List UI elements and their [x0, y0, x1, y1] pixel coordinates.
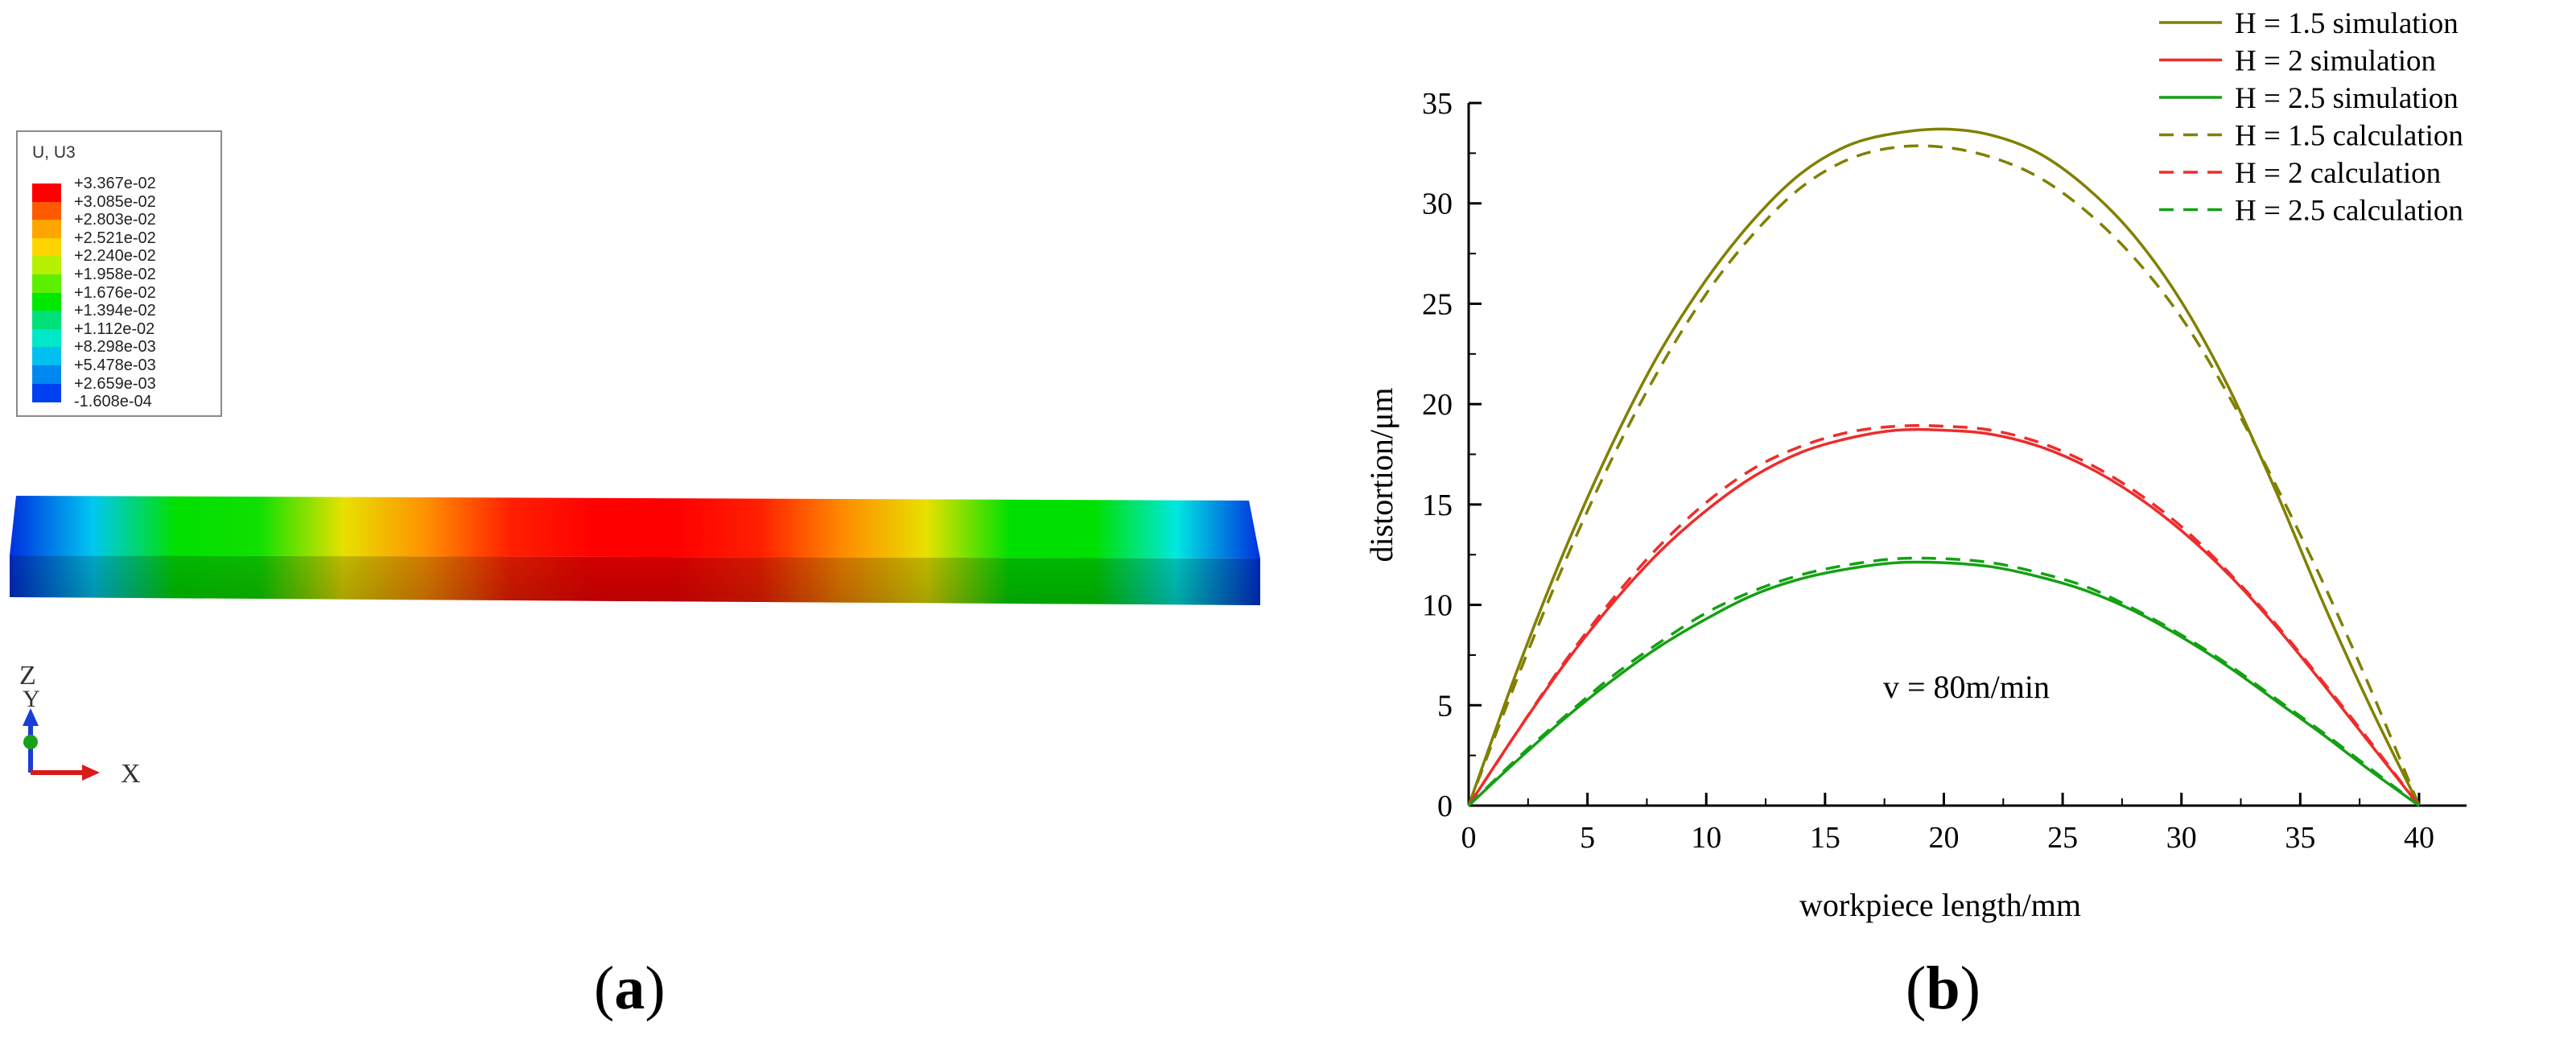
chart-legend: H = 1.5 simulation H = 2 simulation H = 2.…: [2159, 7, 2463, 228]
x-tick-label: 30: [2166, 821, 2197, 855]
x-tick-label: 35: [2285, 821, 2315, 855]
contour-swatch: [32, 292, 61, 311]
contour-tick-label: -1.608e-04: [74, 393, 152, 411]
contour-swatch: [32, 365, 61, 385]
y-tick-label: 30: [1422, 188, 1453, 221]
y-tick-label: 20: [1422, 388, 1453, 422]
x-tick-label: 5: [1580, 821, 1595, 855]
contour-tick-label: +2.803e-02: [74, 211, 156, 229]
series-line-3: [1467, 144, 2421, 806]
y-tick-label: 35: [1422, 87, 1453, 121]
contour-swatch: [32, 201, 61, 221]
contour-swatch: [32, 237, 61, 257]
x-axis-title: workpiece length/mm: [1799, 887, 2081, 923]
y-tick-label: 10: [1422, 589, 1453, 623]
contour-tick-label: +1.958e-02: [74, 266, 156, 283]
legend-label-1: H = 2 simulation: [2235, 45, 2436, 78]
contour-tick-label: +2.521e-02: [74, 229, 156, 247]
y-tick-label: 5: [1437, 689, 1453, 723]
contour-swatch: [32, 220, 61, 239]
workpiece-bar: [10, 496, 1260, 605]
legend-label-5: H = 2.5 calculation: [2235, 195, 2463, 228]
contour-swatch: [32, 183, 61, 203]
chart-axes: 0 5 10 15 20 25 30 35 40 0 5 10 15 20 25 30 35: [1422, 87, 2467, 855]
x-tick-label: 0: [1461, 821, 1477, 855]
y-axis-dot-icon: [23, 735, 38, 749]
axis-label-z: Z: [19, 661, 36, 691]
panel-label-b: (b): [1906, 954, 1980, 1022]
chart-series: [1467, 127, 2421, 807]
z-arrow-icon: [23, 708, 39, 726]
x-tick-label: 20: [1928, 821, 1959, 855]
contour-tick-label: +1.112e-02: [74, 320, 155, 338]
contour-swatch: [32, 383, 61, 402]
legend-label-4: H = 2 calculation: [2235, 157, 2441, 190]
bar-top-face: [10, 496, 1260, 559]
contour-tick-label: +3.085e-02: [74, 192, 156, 211]
contour-swatch: [32, 274, 61, 294]
y-tick-label: 15: [1422, 489, 1453, 522]
legend-label-0: H = 1.5 simulation: [2235, 7, 2459, 40]
legend-label-2: H = 2.5 simulation: [2235, 82, 2459, 115]
distortion-chart: 0 5 10 15 20 25 30 35 40 0 5 10 15 20 25 30 35 H = 1.5 s…: [1363, 7, 2467, 923]
axis-triad: Z Y X: [19, 661, 141, 789]
contour-swatch: [32, 328, 61, 348]
x-tick-label: 40: [2404, 821, 2434, 855]
bar-front-shade: [10, 555, 1260, 605]
contour-swatch: [32, 311, 61, 330]
axis-label-y: Y: [23, 686, 40, 712]
panel-b: 0 5 10 15 20 25 30 35 40 0 5 10 15 20 25 30 35 H = 1.5 s…: [1288, 0, 2576, 1039]
series-line-0: [1467, 127, 2421, 806]
contour-swatch: [32, 347, 61, 366]
x-arrow-icon: [82, 765, 100, 781]
legend-label-3: H = 1.5 calculation: [2235, 120, 2463, 153]
contour-tick-label: +2.659e-03: [74, 374, 156, 393]
x-tick-label: 25: [2047, 821, 2078, 855]
speed-annotation: v = 80m/min: [1883, 669, 2050, 705]
y-tick-label: 25: [1422, 287, 1453, 321]
y-tick-label: 0: [1437, 790, 1453, 823]
y-axis-title: distortion/μm: [1363, 387, 1399, 562]
series-line-5: [1467, 556, 2421, 807]
x-tick-label: 15: [1810, 821, 1840, 855]
axis-label-x: X: [121, 759, 141, 789]
contour-tick-label: +5.478e-03: [74, 357, 156, 374]
contour-legend-title: U, U3: [32, 143, 76, 162]
series-line-4: [1467, 424, 2421, 807]
x-tick-label: 10: [1691, 821, 1721, 855]
contour-tick-label: +3.367e-02: [74, 175, 156, 192]
panel-a: U, U3 +3.367e-02 +3.085e-02 +2.803e-02 +2.5…: [10, 130, 1260, 1022]
panel-label-a: (a): [594, 954, 666, 1022]
series-line-2: [1467, 560, 2421, 807]
contour-tick-label: +1.394e-02: [74, 302, 156, 320]
contour-tick-label: +1.676e-02: [74, 283, 156, 302]
contour-legend: U, U3 +3.367e-02 +3.085e-02 +2.803e-02 +2.5…: [16, 130, 222, 417]
contour-tick-label: +8.298e-03: [74, 338, 156, 357]
contour-tick-label: +2.240e-02: [74, 247, 156, 266]
contour-swatch: [32, 256, 61, 275]
